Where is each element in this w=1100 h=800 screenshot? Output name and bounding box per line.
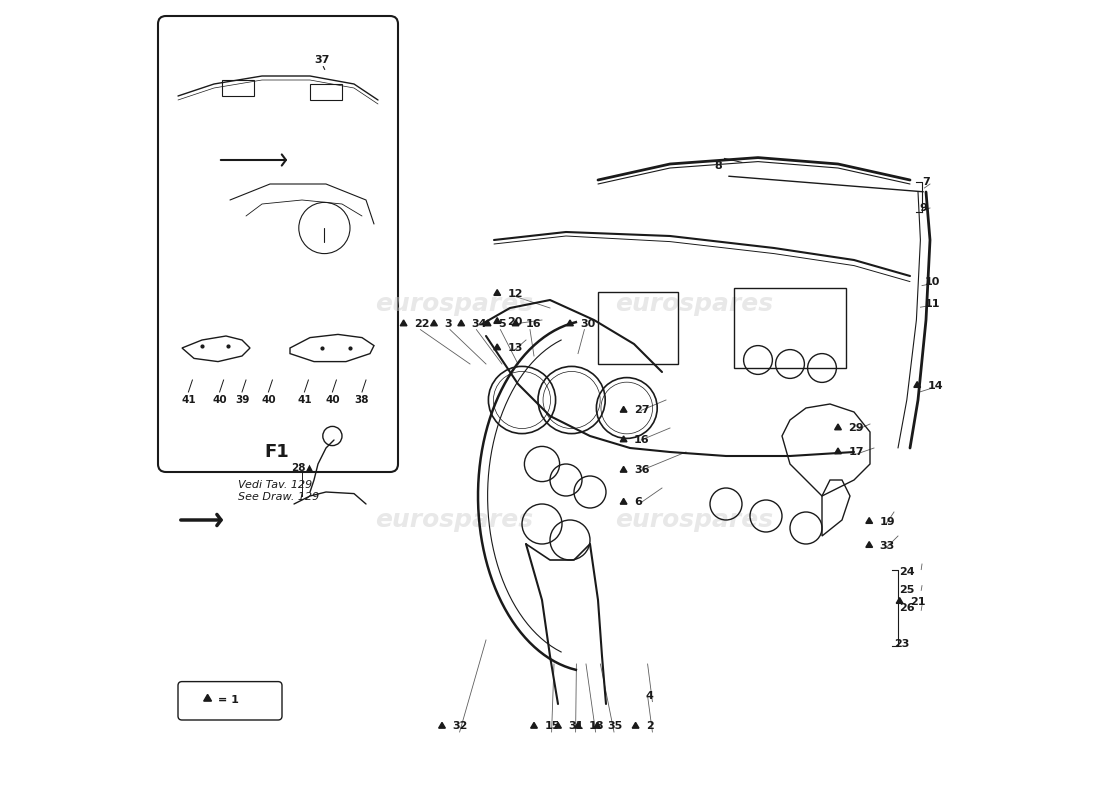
Text: 20: 20 <box>507 317 522 326</box>
Polygon shape <box>620 498 627 504</box>
Text: 18: 18 <box>588 722 604 731</box>
Text: 2: 2 <box>646 722 653 731</box>
Text: 6: 6 <box>634 498 642 507</box>
Bar <box>734 288 846 368</box>
Polygon shape <box>620 436 627 442</box>
Bar <box>598 292 678 364</box>
Polygon shape <box>204 694 211 701</box>
Polygon shape <box>620 466 627 472</box>
Text: 10: 10 <box>924 277 939 286</box>
Text: Vedi Tav. 129
See Draw. 129: Vedi Tav. 129 See Draw. 129 <box>238 480 319 502</box>
Polygon shape <box>494 344 501 350</box>
Text: 34: 34 <box>472 319 487 329</box>
Text: 30: 30 <box>581 319 596 329</box>
Polygon shape <box>494 318 501 323</box>
Text: 40: 40 <box>261 395 276 405</box>
Text: eurospares: eurospares <box>615 508 773 532</box>
Polygon shape <box>513 320 519 326</box>
Polygon shape <box>620 406 627 412</box>
Text: 33: 33 <box>880 541 895 550</box>
Polygon shape <box>458 320 464 326</box>
Text: eurospares: eurospares <box>615 292 773 316</box>
Text: 40: 40 <box>326 395 340 405</box>
Polygon shape <box>594 722 601 728</box>
Polygon shape <box>484 320 491 326</box>
Polygon shape <box>400 320 407 326</box>
Text: 12: 12 <box>507 289 524 298</box>
Text: 8: 8 <box>714 162 722 171</box>
Polygon shape <box>896 598 903 603</box>
Text: 38: 38 <box>354 395 370 405</box>
Polygon shape <box>554 722 561 728</box>
Text: F1: F1 <box>264 443 289 461</box>
Text: 23: 23 <box>894 639 910 649</box>
Bar <box>310 84 342 100</box>
Text: 25: 25 <box>900 586 915 595</box>
Text: 27: 27 <box>634 406 649 415</box>
Text: 21: 21 <box>910 597 925 606</box>
Text: 41: 41 <box>297 395 311 405</box>
Text: 36: 36 <box>634 466 649 475</box>
Text: 40: 40 <box>212 395 227 405</box>
Text: eurospares: eurospares <box>375 292 534 316</box>
Bar <box>222 80 254 96</box>
Text: 16: 16 <box>634 435 650 445</box>
Polygon shape <box>439 722 446 728</box>
Polygon shape <box>632 722 639 728</box>
Text: 22: 22 <box>414 319 429 329</box>
Text: 24: 24 <box>900 567 915 577</box>
Text: 16: 16 <box>526 319 541 329</box>
Polygon shape <box>914 382 921 387</box>
Polygon shape <box>430 320 438 326</box>
FancyBboxPatch shape <box>178 682 282 720</box>
Text: 5: 5 <box>498 319 506 329</box>
Polygon shape <box>835 424 842 430</box>
Text: = 1: = 1 <box>218 695 239 705</box>
Polygon shape <box>530 722 538 728</box>
FancyBboxPatch shape <box>158 16 398 472</box>
Text: 35: 35 <box>607 722 623 731</box>
Text: 4: 4 <box>646 691 653 701</box>
Text: 17: 17 <box>848 447 864 457</box>
Text: 31: 31 <box>569 722 584 731</box>
Polygon shape <box>866 542 872 547</box>
Text: 41: 41 <box>182 395 196 405</box>
Polygon shape <box>835 448 842 454</box>
Text: 37: 37 <box>315 55 330 65</box>
Polygon shape <box>574 722 582 728</box>
Polygon shape <box>866 518 872 523</box>
Text: 3: 3 <box>444 319 452 329</box>
Text: 7: 7 <box>922 178 930 187</box>
Text: 9: 9 <box>920 203 927 213</box>
Text: 26: 26 <box>900 603 915 613</box>
Polygon shape <box>494 290 501 295</box>
Text: 11: 11 <box>924 299 939 309</box>
Polygon shape <box>566 320 573 326</box>
Text: 19: 19 <box>880 517 895 526</box>
Text: 29: 29 <box>848 423 864 433</box>
Text: 14: 14 <box>927 381 943 390</box>
Text: 39: 39 <box>234 395 250 405</box>
Text: 15: 15 <box>544 722 560 731</box>
Text: 13: 13 <box>507 343 522 353</box>
Text: 32: 32 <box>452 722 468 731</box>
Text: 28▲: 28▲ <box>290 463 314 473</box>
Text: eurospares: eurospares <box>375 508 534 532</box>
